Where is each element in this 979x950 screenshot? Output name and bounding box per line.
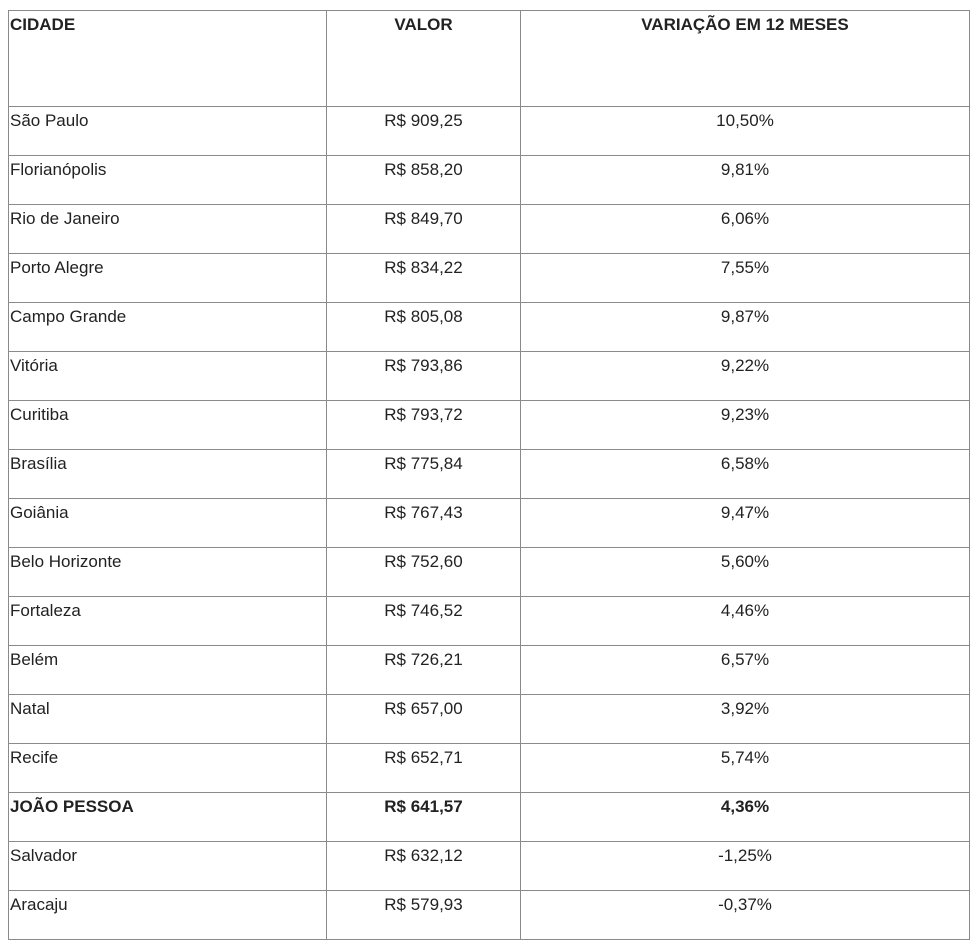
cidade-cell: Goiânia bbox=[8, 498, 327, 548]
cidade-cell: Campo Grande bbox=[8, 302, 327, 352]
cidade-cell: Salvador bbox=[8, 841, 327, 891]
variacao-cell: -1,25% bbox=[520, 841, 970, 891]
variacao-cell: 9,47% bbox=[520, 498, 970, 548]
valor-cell: R$ 909,25 bbox=[326, 106, 521, 156]
cidade-cell: Rio de Janeiro bbox=[8, 204, 327, 254]
variacao-cell: 9,81% bbox=[520, 155, 970, 205]
valor-cell: R$ 746,52 bbox=[326, 596, 521, 646]
table-row: Salvador R$ 632,12 -1,25% bbox=[8, 841, 970, 891]
valor-cell: R$ 805,08 bbox=[326, 302, 521, 352]
table-row: Porto Alegre R$ 834,22 7,55% bbox=[8, 253, 970, 303]
valor-cell: R$ 579,93 bbox=[326, 890, 521, 940]
variacao-cell: 6,58% bbox=[520, 449, 970, 499]
table-row: Natal R$ 657,00 3,92% bbox=[8, 694, 970, 744]
table-row: JOÃO PESSOA R$ 641,57 4,36% bbox=[8, 792, 970, 842]
variacao-cell: 9,23% bbox=[520, 400, 970, 450]
table-row: Belém R$ 726,21 6,57% bbox=[8, 645, 970, 695]
valor-cell: R$ 641,57 bbox=[326, 792, 521, 842]
variacao-cell: 4,46% bbox=[520, 596, 970, 646]
table-row: Rio de Janeiro R$ 849,70 6,06% bbox=[8, 204, 970, 254]
variacao-cell: 7,55% bbox=[520, 253, 970, 303]
cidade-cell: Recife bbox=[8, 743, 327, 793]
cidade-cell: Natal bbox=[8, 694, 327, 744]
table-row: Goiânia R$ 767,43 9,47% bbox=[8, 498, 970, 548]
table-row: Belo Horizonte R$ 752,60 5,60% bbox=[8, 547, 970, 597]
table-row: Recife R$ 652,71 5,74% bbox=[8, 743, 970, 793]
valor-cell: R$ 793,72 bbox=[326, 400, 521, 450]
table-row: Aracaju R$ 579,93 -0,37% bbox=[8, 890, 970, 940]
header-row: CIDADE VALOR VARIAÇÃO EM 12 MESES bbox=[8, 10, 970, 107]
variacao-cell: 9,87% bbox=[520, 302, 970, 352]
valor-cell: R$ 834,22 bbox=[326, 253, 521, 303]
valor-cell: R$ 632,12 bbox=[326, 841, 521, 891]
variacao-cell: 6,57% bbox=[520, 645, 970, 695]
cidade-cell: Belo Horizonte bbox=[8, 547, 327, 597]
header-cidade: CIDADE bbox=[8, 10, 327, 107]
cidade-cell: Florianópolis bbox=[8, 155, 327, 205]
header-variacao: VARIAÇÃO EM 12 MESES bbox=[520, 10, 970, 107]
valor-cell: R$ 775,84 bbox=[326, 449, 521, 499]
table-row: Campo Grande R$ 805,08 9,87% bbox=[8, 302, 970, 352]
cidade-cell: Brasília bbox=[8, 449, 327, 499]
table-row: Vitória R$ 793,86 9,22% bbox=[8, 351, 970, 401]
cidade-cell: Aracaju bbox=[8, 890, 327, 940]
valor-cell: R$ 752,60 bbox=[326, 547, 521, 597]
variacao-cell: 5,60% bbox=[520, 547, 970, 597]
header-valor: VALOR bbox=[326, 10, 521, 107]
table-row: Curitiba R$ 793,72 9,23% bbox=[8, 400, 970, 450]
valor-cell: R$ 652,71 bbox=[326, 743, 521, 793]
valor-cell: R$ 726,21 bbox=[326, 645, 521, 695]
valor-cell: R$ 793,86 bbox=[326, 351, 521, 401]
variacao-cell: 9,22% bbox=[520, 351, 970, 401]
cidade-cell: São Paulo bbox=[8, 106, 327, 156]
valor-cell: R$ 858,20 bbox=[326, 155, 521, 205]
valor-cell: R$ 657,00 bbox=[326, 694, 521, 744]
valor-cell: R$ 849,70 bbox=[326, 204, 521, 254]
table-row: Florianópolis R$ 858,20 9,81% bbox=[8, 155, 970, 205]
variacao-cell: 10,50% bbox=[520, 106, 970, 156]
cidade-cell: Fortaleza bbox=[8, 596, 327, 646]
variacao-cell: 5,74% bbox=[520, 743, 970, 793]
cidade-cell: Porto Alegre bbox=[8, 253, 327, 303]
valor-cell: R$ 767,43 bbox=[326, 498, 521, 548]
variacao-cell: 4,36% bbox=[520, 792, 970, 842]
variacao-cell: 6,06% bbox=[520, 204, 970, 254]
variacao-cell: -0,37% bbox=[520, 890, 970, 940]
table-row: Fortaleza R$ 746,52 4,46% bbox=[8, 596, 970, 646]
cidade-cell: JOÃO PESSOA bbox=[8, 792, 327, 842]
table-row: Brasília R$ 775,84 6,58% bbox=[8, 449, 970, 499]
variacao-cell: 3,92% bbox=[520, 694, 970, 744]
cidade-cell: Belém bbox=[8, 645, 327, 695]
table-row: São Paulo R$ 909,25 10,50% bbox=[8, 106, 970, 156]
cidade-cell: Curitiba bbox=[8, 400, 327, 450]
cidade-cell: Vitória bbox=[8, 351, 327, 401]
price-table: CIDADE VALOR VARIAÇÃO EM 12 MESES São Pa… bbox=[8, 10, 970, 940]
